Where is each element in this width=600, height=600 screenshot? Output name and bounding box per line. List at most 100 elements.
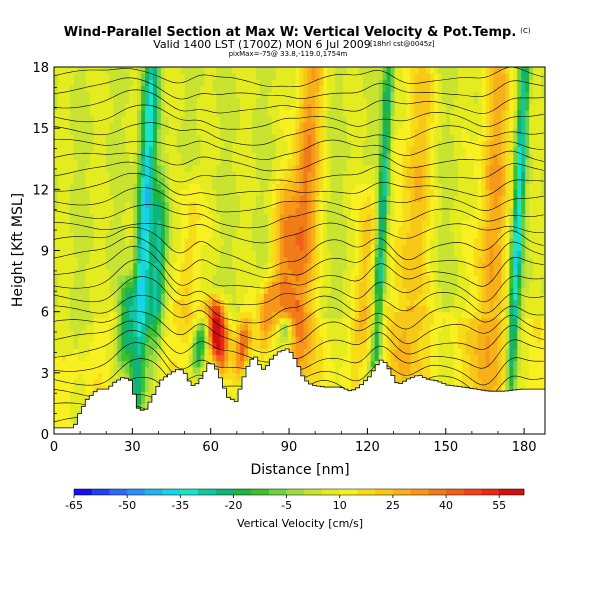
- heatmap-cell: [54, 67, 59, 74]
- heatmap-cell: [335, 317, 340, 325]
- heatmap-cell: [212, 281, 217, 288]
- heatmap-cell: [176, 170, 182, 178]
- heatmap-cell: [141, 122, 146, 129]
- heatmap-cell: [240, 146, 245, 154]
- heatmap-cell: [339, 354, 344, 362]
- heatmap-cell: [156, 109, 162, 117]
- heatmap-cell: [358, 109, 364, 117]
- heatmap-cell: [339, 195, 344, 203]
- heatmap-cell: [275, 268, 281, 276]
- heatmap-cell: [354, 195, 360, 203]
- heatmap-cell: [263, 109, 269, 117]
- heatmap-cell: [271, 274, 277, 282]
- heatmap-cell: [311, 122, 316, 129]
- heatmap-cell: [263, 85, 269, 93]
- heatmap-cell: [224, 158, 229, 166]
- heatmap-cell: [251, 97, 257, 105]
- heatmap-cell: [267, 207, 273, 215]
- heatmap-cell: [129, 372, 134, 380]
- heatmap-cell: [57, 213, 63, 221]
- heatmap-cell: [299, 311, 305, 319]
- heatmap-cell: [287, 91, 293, 99]
- heatmap-cell: [323, 164, 328, 172]
- heatmap-cell: [156, 152, 162, 160]
- heatmap-cell: [283, 140, 289, 148]
- heatmap-cell: [180, 287, 186, 294]
- heatmap-cell: [287, 115, 293, 123]
- heatmap-cell: [358, 97, 364, 105]
- heatmap-cell: [145, 213, 150, 221]
- heatmap-cell: [323, 342, 328, 349]
- heatmap-cell: [323, 115, 328, 123]
- heatmap-cell: [255, 85, 261, 93]
- heatmap-cell: [263, 103, 269, 111]
- heatmap-cell: [121, 274, 126, 282]
- heatmap-cell: [168, 146, 174, 154]
- heatmap-cell: [145, 256, 150, 264]
- heatmap-cell: [248, 79, 253, 86]
- heatmap-cell: [101, 140, 107, 148]
- heatmap-cell: [323, 317, 328, 325]
- heatmap-cell: [176, 262, 182, 270]
- heatmap-cell: [248, 146, 253, 154]
- heatmap-cell: [168, 79, 174, 86]
- heatmap-cell: [362, 226, 368, 233]
- heatmap-cell: [362, 262, 368, 270]
- heatmap-cell: [263, 79, 269, 86]
- heatmap-cell: [81, 360, 87, 368]
- heatmap-cell: [295, 103, 301, 111]
- heatmap-cell: [339, 177, 344, 184]
- heatmap-cell: [279, 146, 285, 154]
- heatmap-cell: [180, 226, 186, 233]
- heatmap-cell: [271, 103, 277, 111]
- heatmap-cell: [133, 250, 138, 258]
- heatmap-cell: [362, 311, 368, 319]
- heatmap-cell: [121, 244, 126, 252]
- heatmap-cell: [192, 274, 198, 282]
- heatmap-cell: [204, 91, 210, 99]
- heatmap-cell: [69, 103, 75, 111]
- heatmap-cell: [168, 152, 174, 160]
- heatmap-cell: [354, 85, 360, 93]
- heatmap-cell: [251, 152, 257, 160]
- heatmap-cell: [93, 293, 99, 301]
- heatmap-cell: [315, 336, 320, 343]
- heatmap-cell: [97, 378, 103, 386]
- heatmap-cell: [220, 73, 225, 80]
- heatmap-cell: [279, 256, 285, 264]
- heatmap-cell: [307, 219, 312, 227]
- heatmap-cell: [374, 152, 380, 160]
- heatmap-cell: [121, 238, 126, 245]
- heatmap-cell: [212, 91, 217, 99]
- heatmap-cell: [93, 348, 99, 356]
- heatmap-cell: [354, 103, 360, 111]
- heatmap-cell: [315, 348, 320, 356]
- heatmap-cell: [73, 348, 79, 356]
- heatmap-cell: [220, 128, 225, 135]
- heatmap-cell: [295, 152, 301, 160]
- heatmap-cell: [113, 164, 118, 172]
- heatmap-cell: [374, 317, 380, 325]
- heatmap-cell: [303, 293, 309, 301]
- heatmap-cell: [141, 348, 146, 356]
- heatmap-cell: [251, 330, 257, 337]
- heatmap-cell: [149, 262, 154, 270]
- heatmap-cell: [350, 287, 356, 294]
- heatmap-cell: [168, 274, 174, 282]
- heatmap-cell: [160, 274, 166, 282]
- heatmap-cell: [248, 109, 253, 117]
- heatmap-cell: [204, 323, 210, 331]
- heatmap-cell: [133, 336, 138, 343]
- heatmap-cell: [192, 195, 198, 203]
- heatmap-cell: [267, 244, 273, 252]
- heatmap-cell: [105, 201, 111, 209]
- heatmap-cell: [101, 73, 107, 80]
- heatmap-cell: [54, 305, 59, 313]
- heatmap-cell: [299, 177, 305, 184]
- heatmap-cell: [311, 268, 316, 276]
- heatmap-cell: [156, 213, 162, 221]
- heatmap-cell: [81, 103, 87, 111]
- heatmap-cell: [77, 299, 83, 307]
- heatmap-cell: [160, 287, 166, 294]
- heatmap-cell: [85, 287, 91, 294]
